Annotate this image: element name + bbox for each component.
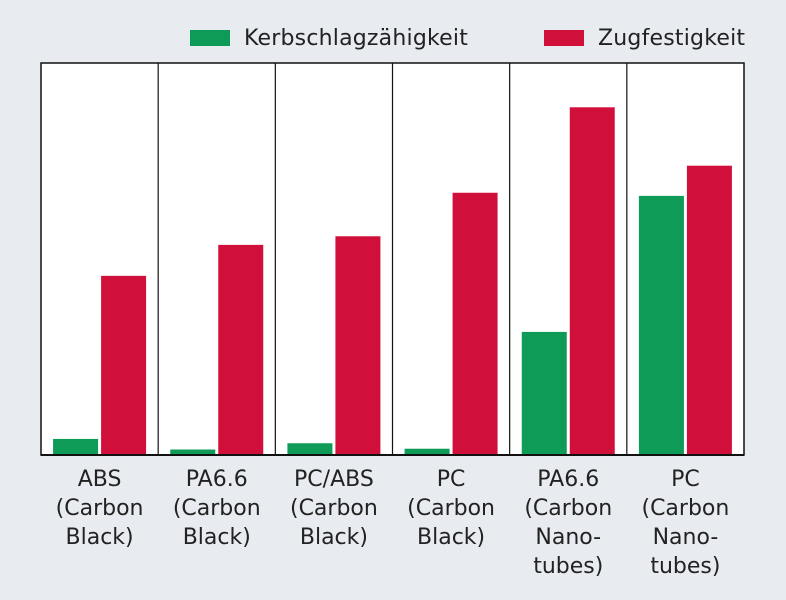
category-label-line: tubes) — [650, 554, 720, 579]
bar-kerbschlag — [638, 195, 684, 455]
legend-swatch-zugfestigkeit — [544, 30, 584, 46]
bar-zugfestigkeit — [452, 192, 498, 455]
bar-zugfestigkeit — [101, 275, 147, 455]
category-label: PA6.6 (Carbon Nano-tubes) — [524, 467, 612, 579]
category-label-line: PA6.6 — [186, 467, 248, 492]
legend-label-kerbschlag: Kerbschlagzähigkeit — [244, 25, 469, 51]
bar-zugfestigkeit — [218, 244, 264, 455]
category-label-line: PA6.6 — [537, 467, 599, 492]
category-label-line: Black) — [417, 525, 485, 550]
category-label-line: PC — [437, 467, 466, 492]
bar-zugfestigkeit — [569, 107, 615, 456]
bar-kerbschlag — [521, 331, 567, 455]
category-label-line: (Carbon — [173, 496, 261, 521]
legend-swatch-kerbschlag — [190, 30, 230, 46]
category-label-line: tubes) — [533, 554, 603, 579]
bar-kerbschlag — [287, 443, 333, 455]
bar-kerbschlag — [404, 448, 450, 455]
category-label-line: Black) — [66, 525, 134, 550]
category-label-line: PC/ABS — [294, 467, 374, 492]
category-label-line: (Carbon — [641, 496, 729, 521]
category-label-line: Nano- — [535, 525, 601, 550]
category-label-line: (Carbon — [407, 496, 495, 521]
bar-zugfestigkeit — [335, 236, 381, 455]
category-label-line: Black) — [183, 525, 251, 550]
category-label: PA6.6 (Carbon Black) — [173, 467, 261, 550]
category-label: PC (Carbon Black) — [407, 467, 495, 550]
category-label: PC (Carbon Nano-tubes) — [641, 467, 729, 579]
category-label-line: PC — [671, 467, 700, 492]
legend-label-zugfestigkeit: Zugfestigkeit — [598, 25, 746, 51]
bar-kerbschlag — [170, 449, 216, 455]
category-label-line: (Carbon — [290, 496, 378, 521]
category-label-line: Black) — [300, 525, 368, 550]
category-label: ABS (Carbon Black) — [56, 467, 144, 550]
plot-area — [40, 62, 745, 456]
legend-item-zugfestigkeit: Zugfestigkeit — [544, 24, 745, 52]
category-label-line: ABS — [78, 467, 122, 492]
category-label-line: (Carbon — [524, 496, 612, 521]
bar-kerbschlag — [53, 438, 99, 455]
category-label-line: (Carbon — [56, 496, 144, 521]
category-label: PC/ABS (Carbon Black) — [290, 467, 378, 550]
legend-item-kerbschlag: Kerbschlagzähigkeit — [190, 24, 468, 52]
bar-zugfestigkeit — [686, 165, 732, 456]
category-label-line: Nano- — [653, 525, 719, 550]
